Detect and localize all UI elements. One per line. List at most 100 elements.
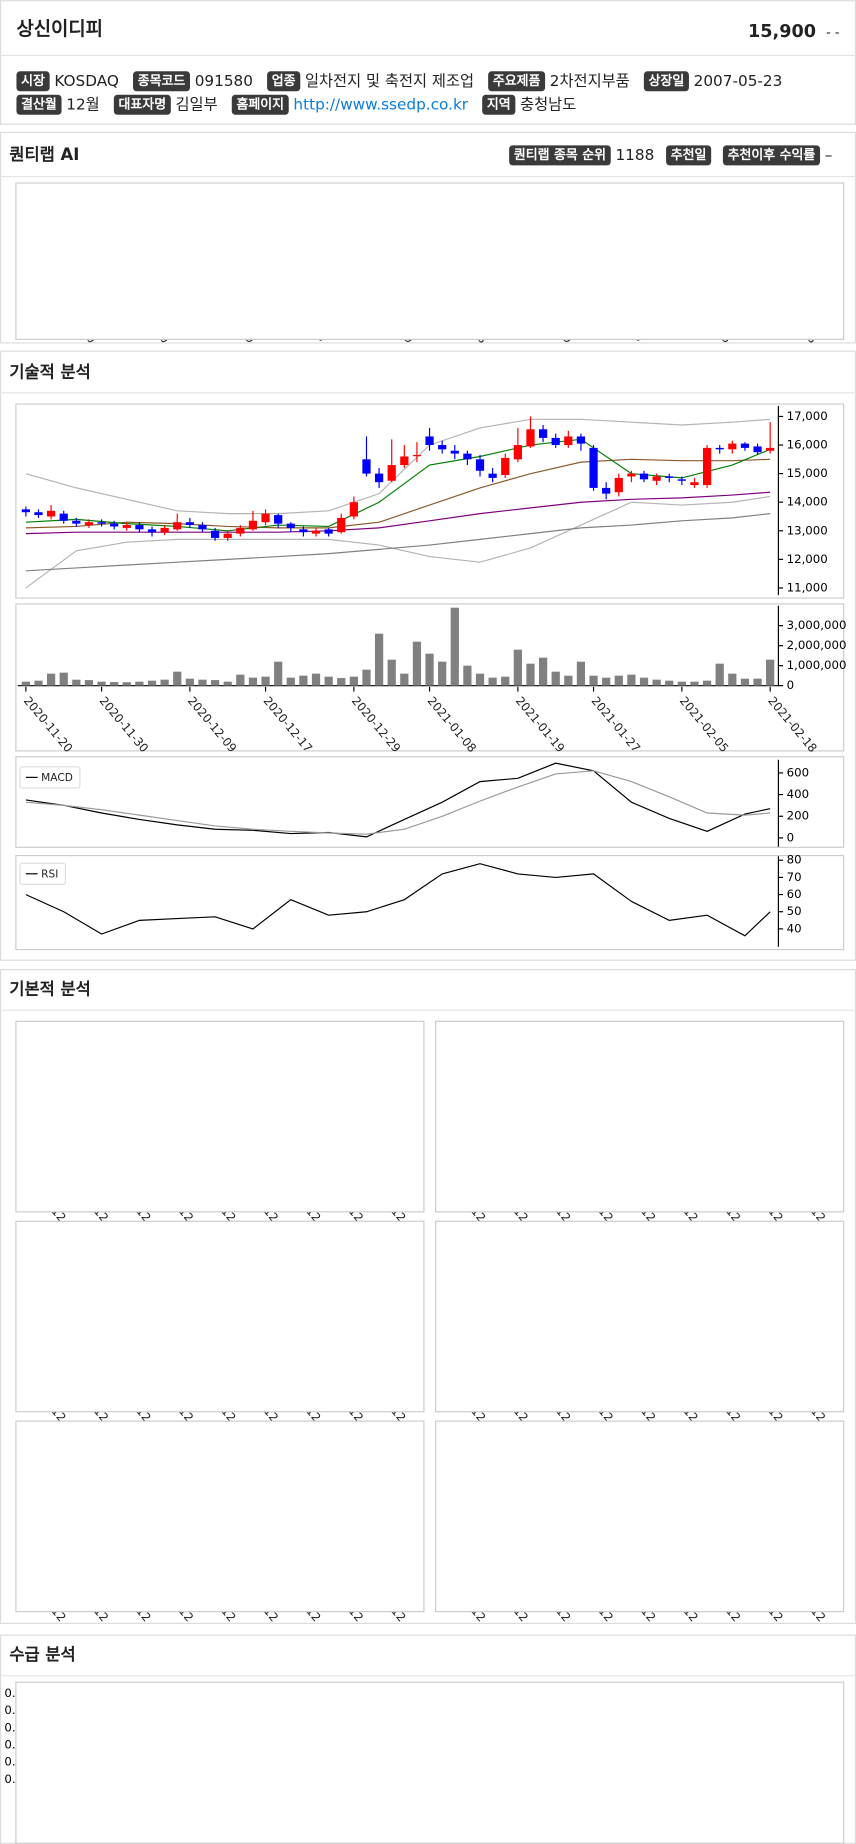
volume-bar	[702, 680, 712, 686]
candle-body	[97, 522, 106, 524]
candle-body	[766, 447, 775, 451]
candle-body	[248, 520, 258, 530]
candle-body	[690, 482, 699, 486]
candle-body	[677, 479, 686, 481]
candle-body	[236, 527, 245, 534]
candle-body	[450, 450, 459, 454]
volume-bar	[248, 677, 258, 686]
badge-label: 퀀티랩 종목 순위	[514, 147, 606, 163]
badge-label: 업종	[272, 74, 296, 89]
y-tick-label: 200	[787, 809, 809, 823]
y-tick-label: 13,000	[787, 523, 828, 537]
volume-bar	[602, 677, 611, 686]
volume-bar	[475, 673, 485, 686]
y-tick-label: 16,000	[787, 438, 828, 452]
badge-value: 12월	[66, 95, 99, 113]
indicator-chart: 40 50 60 70 80 RSI	[19, 853, 802, 947]
badge	[482, 94, 516, 115]
candle-body	[84, 522, 94, 526]
volume-bar	[425, 653, 434, 686]
candle-body	[21, 509, 30, 513]
chart-frame	[15, 1420, 425, 1613]
badge-label: 대표자명	[119, 96, 167, 112]
badge-value: 충청남도	[520, 95, 576, 113]
candle-body	[274, 515, 283, 524]
volume-bar	[387, 659, 396, 686]
volume-bar	[46, 673, 56, 686]
volume-bar	[715, 663, 724, 686]
y-tick-label: 0	[787, 678, 794, 692]
candle-body	[425, 436, 434, 446]
volume-bar	[311, 673, 321, 686]
badge-value: 일차전지 및 축전지 제조업	[305, 72, 474, 90]
badge-value: KOSDAQ	[54, 72, 119, 90]
candle-body	[526, 429, 535, 447]
candle-body	[210, 530, 220, 538]
indicator-line	[25, 770, 771, 835]
link[interactable]: http://www.ssedp.co.kr	[293, 95, 468, 113]
candle-body	[122, 525, 131, 528]
volume-bar	[400, 673, 409, 686]
volume-bar	[198, 679, 207, 686]
badge-label: 추천일	[671, 147, 707, 163]
volume-bar	[438, 661, 447, 686]
candle-body	[513, 445, 522, 460]
badge-value: –	[825, 146, 833, 164]
y-tick-label: 17,000	[787, 409, 828, 423]
volume-bar	[551, 671, 560, 686]
indicator-line	[25, 513, 771, 572]
y-tick-label: 80	[787, 853, 802, 867]
volume-bar	[160, 679, 169, 686]
volume-bar	[690, 681, 699, 686]
section-title: 수급 분석	[9, 1645, 75, 1664]
y-tick-label: 70	[787, 870, 802, 884]
volume-bar	[677, 681, 686, 686]
volume-bar	[450, 607, 459, 686]
price: 15,900	[748, 22, 816, 42]
volume-bar	[665, 680, 674, 686]
candle-body	[135, 525, 144, 530]
candle-body	[286, 523, 295, 528]
legend-frame	[19, 766, 81, 789]
section-title: 기본적 분석	[9, 980, 90, 999]
candle-body	[387, 465, 396, 481]
chart-frame	[435, 1220, 845, 1413]
badge-label: 홈페이지	[236, 96, 284, 112]
candle-body	[665, 476, 674, 478]
chart-frame	[15, 182, 845, 340]
badge-value: 1188	[615, 146, 654, 164]
volume-bar	[639, 677, 649, 686]
badge-label: 결산월	[21, 96, 57, 112]
candle-body	[602, 487, 611, 494]
chart-frame	[15, 1020, 425, 1213]
candle-body	[173, 522, 182, 530]
quant-info: 퀀티랩 종목 순위 1188 추천일 추천이후 수익률 –	[509, 145, 833, 166]
volume-bar	[59, 672, 68, 686]
badge-value: 김일부	[176, 95, 218, 113]
volume-bar	[236, 674, 245, 686]
section-title: 기술적 분석	[9, 362, 90, 381]
volume-bar	[652, 679, 661, 686]
candle-body	[299, 529, 308, 533]
volume-bar	[463, 665, 472, 686]
y-tick-label: 15,000	[787, 466, 828, 480]
volume-bar	[766, 659, 775, 686]
badge	[509, 145, 611, 166]
candle-body	[185, 522, 194, 526]
candle-body	[753, 446, 762, 453]
volume-bar	[728, 673, 737, 686]
indicator-line	[25, 863, 771, 937]
volume-bar	[261, 676, 270, 686]
volume-bar	[185, 678, 194, 686]
badge-label: 지역	[487, 96, 511, 112]
chart-frame	[15, 854, 845, 951]
badge	[16, 71, 50, 92]
y-tick-label: 3,000,000	[787, 618, 847, 632]
section-title: 퀀티랩 AI	[9, 145, 79, 164]
candle-body	[374, 473, 384, 483]
indicator-line	[25, 762, 771, 838]
volume-bar	[374, 633, 384, 686]
candle-body	[72, 520, 81, 524]
volume-bar	[589, 675, 598, 686]
